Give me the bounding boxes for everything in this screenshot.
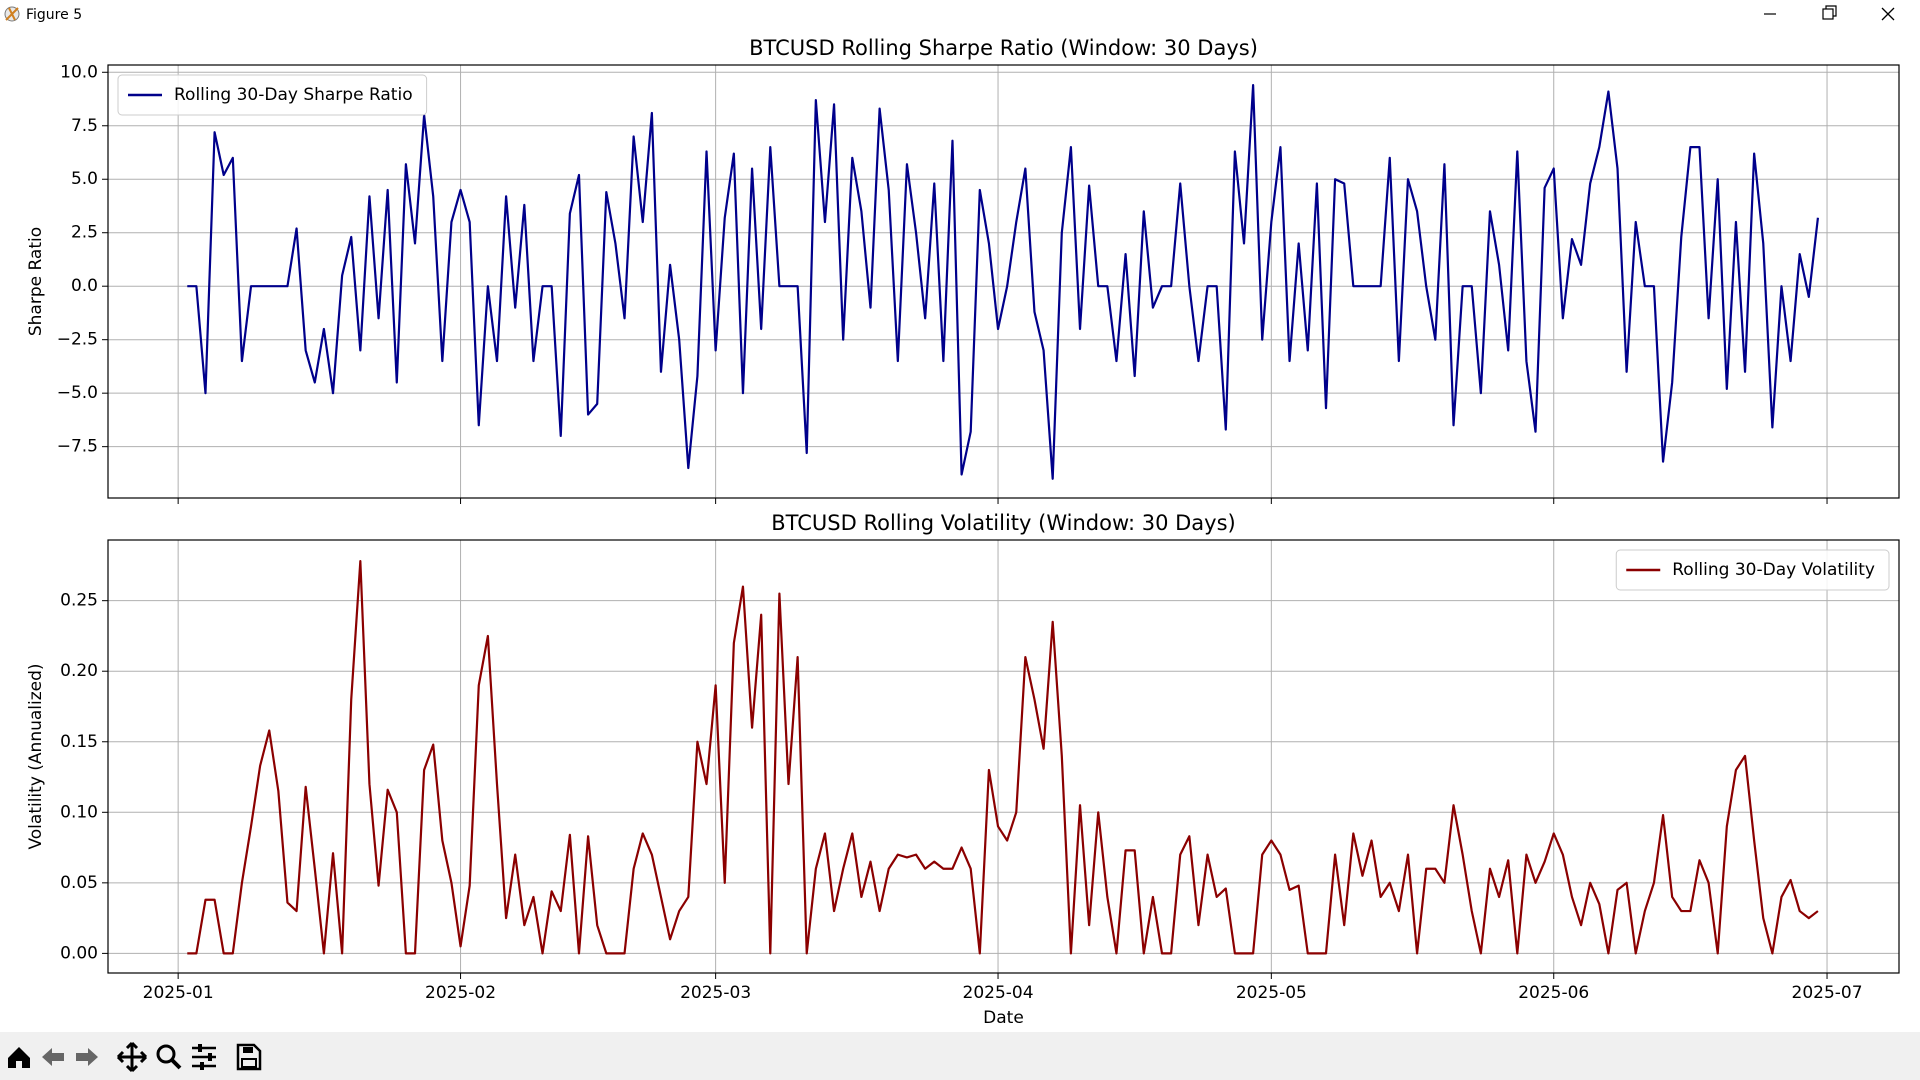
close-button[interactable] [1881,7,1895,21]
y-tick-label: 0.00 [60,943,98,963]
x-tick-label: 2025-05 [1236,983,1307,1003]
x-tick-label: 2025-04 [963,983,1034,1003]
save-button[interactable] [236,1043,262,1071]
legend: Rolling 30-Day Sharpe Ratio [117,74,428,116]
y-axis-label: Volatility (Annualized) [26,663,46,849]
y-tick-label: 2.5 [71,223,98,243]
axes: 2025-01 2025-02 2025-03 2025-04 2025-05 2025-… [26,511,1900,1028]
x-tick-label: 2025-03 [680,983,751,1003]
legend-box [117,74,428,116]
x-tick-label: 2025-07 [1792,983,1863,1003]
maximize-button[interactable] [1822,5,1837,20]
y-tick-label: 7.5 [71,116,98,136]
axes-frame [107,64,1900,499]
x-tick-label: 2025-06 [1518,983,1589,1003]
y-tick-label: 0.15 [60,732,98,752]
y-tick-label: −5.0 [57,383,98,403]
window-title: Figure 5 [26,7,82,23]
configure-button[interactable] [192,1044,216,1070]
axes-frame [107,539,1900,974]
toolbar [0,1032,1920,1080]
y-tick-label: 0.20 [60,661,98,681]
back-button[interactable] [42,1048,64,1066]
y-tick-label: −2.5 [57,330,98,350]
y-tick-label: 0.25 [60,591,98,611]
legend: Rolling 30-Day Volatility [1615,549,1890,591]
legend-label: Rolling 30-Day Sharpe Ratio [174,85,413,105]
window-icon [4,6,20,22]
y-tick-label: −7.5 [57,437,98,457]
x-tick-label: 2025-01 [143,983,214,1003]
zoom-button[interactable] [156,1044,182,1070]
data-line [187,560,1819,955]
y-axis-label: Sharpe Ratio [26,227,46,336]
forward-button[interactable] [76,1048,98,1066]
pan-button[interactable] [116,1041,148,1073]
legend-label: Rolling 30-Day Volatility [1672,560,1875,580]
x-axis-label: Date [983,1008,1024,1028]
x-tick-label: 2025-02 [425,983,496,1003]
chart-title: BTCUSD Rolling Volatility (Window: 30 Da… [771,511,1235,535]
axes: −7.5 −5.0 −2.5 0.0 2.5 5.0 7.5 10.0 BTCUSD Rolli… [26,36,1900,504]
y-tick-label: 0.0 [71,276,98,296]
y-tick-label: 10.0 [60,62,98,82]
y-tick-label: 0.10 [60,802,98,822]
data-line [187,84,1820,480]
chart-title: BTCUSD Rolling Sharpe Ratio (Window: 30 … [749,36,1258,60]
plot-area [108,540,1899,973]
legend-box [1615,549,1890,591]
home-button[interactable] [8,1047,30,1068]
y-tick-label: 5.0 [71,169,98,189]
y-tick-label: 0.05 [60,873,98,893]
